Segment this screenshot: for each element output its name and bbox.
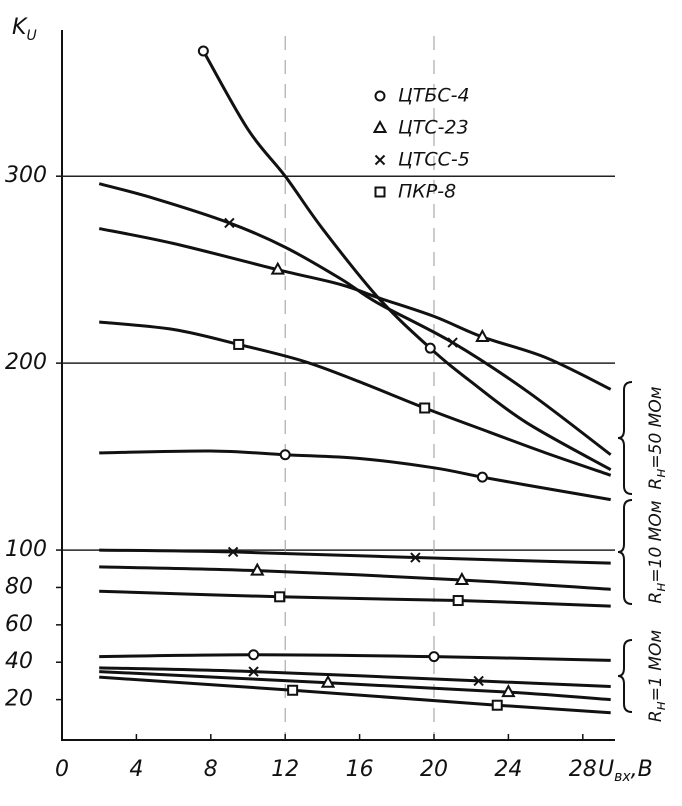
curve [99, 653, 611, 662]
y-axis-label: KU [12, 15, 37, 44]
legend-label: ЦТБС-4 [398, 85, 470, 107]
marker-square [491, 699, 503, 711]
series [99, 546, 611, 565]
annotation-main: R [646, 592, 666, 604]
marker-square [274, 591, 286, 603]
curve [99, 548, 611, 565]
legend-label: ЦТСС-5 [398, 149, 470, 171]
marker-square [287, 684, 299, 696]
annotation-main: R [646, 710, 666, 722]
y-label-sub: U [26, 28, 36, 44]
series [98, 182, 612, 456]
brace [617, 639, 633, 713]
annotation-sub: н [653, 583, 669, 592]
annotation: Rн=50 МОм [646, 386, 669, 489]
marker-cross [447, 337, 458, 348]
series [99, 449, 611, 502]
y-tick-label: 80 [5, 574, 33, 599]
marker-circle [197, 45, 209, 57]
marker-triangle [454, 571, 470, 585]
marker-square [233, 338, 245, 350]
annotation: Rн=10 МОм [646, 500, 669, 603]
x-tick-label: 28 [569, 757, 597, 782]
y-label-main: K [12, 15, 28, 40]
series [99, 649, 611, 663]
series [99, 670, 611, 702]
marker-circle [476, 471, 488, 483]
marker-cross [410, 552, 421, 563]
marker-cross [224, 217, 235, 229]
annotation-rest: =10 МОм [646, 500, 666, 582]
x-tick-label: 8 [204, 757, 218, 782]
x-label-sub: вх [614, 769, 631, 785]
marker-cross [473, 675, 484, 687]
series [99, 320, 612, 477]
curve [99, 565, 611, 591]
annotation-rest: =1 МОм [646, 630, 666, 702]
legend-label: ПКР-8 [398, 181, 456, 203]
x-axis-label: Uвх,В [598, 757, 653, 785]
marker-square [452, 595, 464, 607]
series [99, 675, 611, 715]
marker-circle [279, 449, 291, 461]
y-tick-label: 60 [5, 612, 33, 637]
y-tick-label: 200 [5, 350, 47, 375]
annotation: Rн=1 МОм [646, 630, 669, 722]
x-tick-label: 16 [346, 757, 374, 782]
y-tick-label: 40 [5, 649, 33, 674]
series [99, 666, 611, 689]
marker-circle [424, 342, 436, 354]
marker-triangle [270, 261, 285, 275]
annotation-sub: н [653, 701, 669, 710]
marker-cross [248, 666, 259, 677]
x-tick-label: 20 [420, 757, 448, 782]
x-tick-label: 12 [271, 757, 299, 782]
curve [99, 449, 611, 502]
annotation-sub: н [653, 469, 669, 478]
x-label-rest: ,В [631, 757, 653, 782]
curve [99, 666, 611, 689]
annotations [617, 381, 633, 713]
annotation-main: R [646, 478, 666, 490]
curve [98, 182, 612, 456]
x-label-main: U [598, 757, 614, 782]
y-tick-label: 20 [5, 687, 33, 712]
x-tick-label: 4 [129, 757, 143, 782]
series [98, 227, 612, 391]
legend: ЦТБС-4 ЦТС-23 ЦТСС-5 ПКР-8 [372, 85, 470, 203]
annotation-rest: =50 МОм [646, 386, 666, 468]
brace [617, 499, 633, 605]
marker-circle [248, 649, 260, 661]
brace [617, 381, 633, 495]
y-tick-label: 300 [5, 163, 47, 188]
legend-marker [374, 186, 386, 198]
curve [99, 675, 611, 715]
series [99, 562, 611, 591]
legend-label: ЦТС-23 [398, 117, 469, 139]
marker-triangle [475, 328, 490, 342]
marker-triangle [320, 674, 336, 688]
legend-marker [374, 154, 386, 166]
curve [99, 589, 611, 608]
marker-square [419, 402, 431, 414]
legend-marker [372, 119, 388, 133]
legend-marker [374, 90, 386, 102]
marker-triangle [250, 562, 265, 576]
curve [98, 227, 612, 391]
marker-circle [428, 651, 440, 663]
x-tick-label: 0 [55, 757, 69, 782]
curve [99, 320, 612, 477]
y-tick-label: 100 [5, 537, 47, 562]
series [99, 589, 611, 608]
marker-cross [227, 546, 239, 558]
x-tick-label: 24 [494, 757, 522, 782]
curve [99, 670, 611, 702]
marker-triangle [501, 684, 516, 698]
